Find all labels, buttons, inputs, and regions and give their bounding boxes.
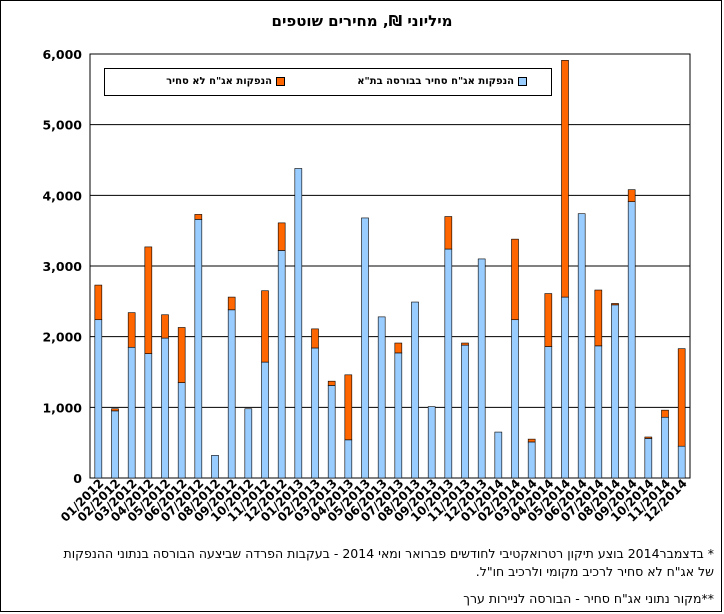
legend-item-unlisted: הנפקות אג"ח לא סחיר [166, 76, 285, 87]
legend-swatch-unlisted [276, 76, 285, 86]
legend-item-listed: הנפקות אג"ח סחיר בבורסה בת"א [357, 76, 527, 87]
bar-listed [311, 347, 319, 479]
bar-unlisted [561, 60, 569, 298]
bar-listed [444, 248, 453, 479]
bar-unlisted [677, 348, 686, 447]
footnote-line-1: * בדצמבר2014 בוצע תיקון רטרואקטיבי לחודש… [63, 546, 714, 561]
bar-unlisted [261, 290, 269, 363]
bar-unlisted [94, 284, 103, 321]
footnote-line-2: של אג"ח לא סחיר לרכיב מקומי ולרכיב חו"ל. [475, 564, 714, 579]
bar-unlisted [527, 438, 536, 443]
bar-unlisted [177, 327, 186, 383]
bar-listed [327, 385, 336, 479]
chart-title: מיליוני ₪, מחירים שוטפים [271, 12, 453, 30]
bar-listed [361, 217, 369, 479]
bar-unlisted [161, 314, 169, 339]
bar-unlisted [444, 216, 453, 250]
bar-unlisted [644, 436, 653, 439]
bar-unlisted [511, 238, 519, 321]
bar-unlisted [544, 293, 553, 347]
bar-unlisted [277, 222, 286, 251]
legend-label-listed: הנפקות אג"ח סחיר בבורסה בת"א [357, 76, 514, 87]
y-tick-label: 6,000 [42, 47, 82, 62]
bar-listed [477, 258, 486, 479]
bar-listed [411, 301, 419, 479]
bar-unlisted [111, 408, 119, 412]
bar-listed [177, 382, 186, 479]
y-tick-label: 0 [73, 471, 82, 486]
bar-unlisted [344, 374, 353, 441]
bar-listed [561, 296, 569, 479]
bar-unlisted [194, 214, 203, 220]
bar-listed [611, 304, 619, 479]
bar-listed [511, 319, 519, 479]
bar-listed [427, 406, 436, 479]
bar-unlisted [227, 296, 236, 311]
bar-listed [111, 410, 119, 479]
bar-listed [544, 346, 553, 479]
bar-listed [627, 201, 636, 479]
bar-listed [677, 445, 686, 479]
y-tick-label: 3,000 [42, 259, 82, 274]
bar-listed [394, 352, 403, 479]
bar-listed [144, 353, 153, 479]
bar-unlisted [311, 328, 319, 349]
bar-listed [211, 455, 219, 479]
bar-listed [644, 438, 653, 479]
bar-listed [161, 337, 169, 479]
bar-listed [661, 416, 669, 479]
plot-area [89, 53, 691, 479]
bar-unlisted [144, 246, 153, 354]
bar-unlisted [627, 189, 636, 202]
bar-listed [494, 431, 503, 479]
bar-listed [577, 213, 586, 479]
bar-unlisted [661, 409, 669, 418]
bar-listed [261, 361, 269, 479]
legend-label-unlisted: הנפקות אג"ח לא סחיר [166, 76, 272, 87]
chart-legend: הנפקות אג"ח סחיר בבורסה בת"א הנפקות אג"ח… [104, 68, 552, 96]
bar-listed [277, 250, 286, 479]
bar-listed [244, 408, 253, 479]
bar-unlisted [461, 342, 469, 346]
bar-unlisted [394, 342, 403, 354]
y-tick-label: 4,000 [42, 188, 82, 203]
bar-listed [594, 345, 603, 479]
bar-unlisted [594, 289, 603, 347]
source-note: **מקור נתוני אג"ח סחיר - הבורסה לניירות … [463, 591, 714, 606]
y-tick-label: 2,000 [42, 330, 82, 345]
bar-listed [94, 319, 103, 479]
bar-listed [377, 316, 386, 479]
bar-unlisted [127, 312, 136, 348]
bar-listed [344, 439, 353, 479]
bar-listed [227, 309, 236, 479]
bar-listed [294, 168, 303, 479]
bar-unlisted [611, 303, 619, 306]
bar-listed [527, 441, 536, 479]
bar-unlisted [327, 380, 336, 386]
bar-listed [127, 346, 136, 479]
bar-listed [194, 219, 203, 479]
y-tick-label: 1,000 [42, 400, 82, 415]
bar-listed [461, 344, 469, 479]
y-tick-label: 5,000 [42, 118, 82, 133]
legend-swatch-listed [518, 76, 527, 86]
